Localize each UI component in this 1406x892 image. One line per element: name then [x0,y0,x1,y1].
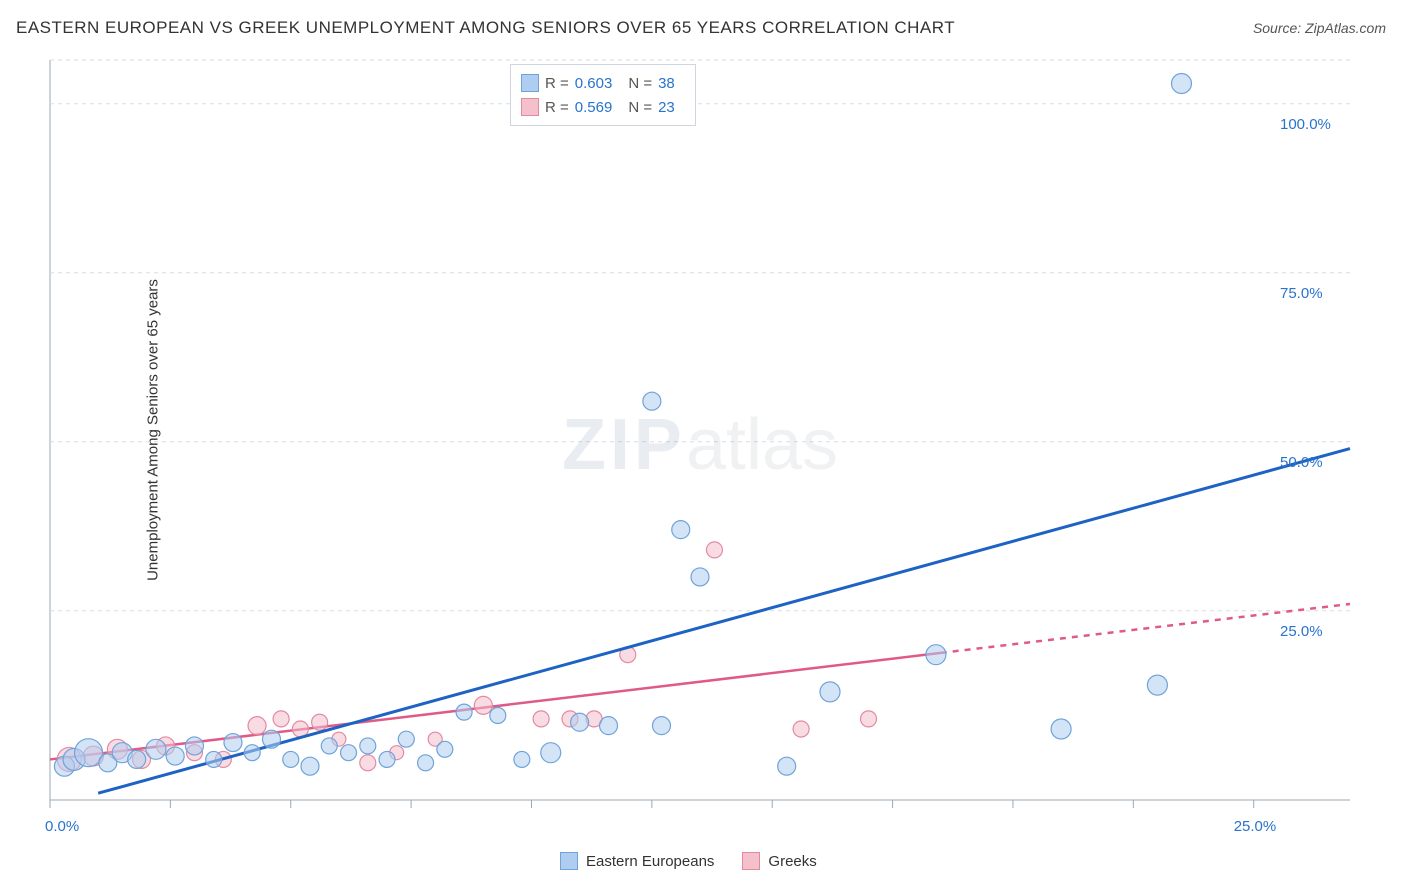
legend-swatch-blue [521,74,539,92]
data-point-blue [571,713,589,731]
data-point-pink [793,721,809,737]
data-point-blue [146,739,166,759]
data-point-blue [301,757,319,775]
n-value-pink: 23 [658,99,675,116]
data-point-blue [379,751,395,767]
legend-series: Eastern Europeans Greeks [560,852,817,870]
data-point-blue [360,738,376,754]
trend-line-pink [50,653,941,760]
legend-correlation-row-blue: R = 0.603 N = 38 [521,71,685,95]
x-origin-label: 0.0% [45,818,79,835]
data-point-blue [398,731,414,747]
data-point-blue [1051,719,1071,739]
data-point-blue [1147,675,1167,695]
data-point-blue [185,737,203,755]
data-point-pink [360,755,376,771]
data-point-blue [283,751,299,767]
data-point-blue [643,392,661,410]
data-point-blue [926,645,946,665]
data-point-blue [691,568,709,586]
data-point-blue [418,755,434,771]
legend-label-greeks: Greeks [768,853,816,870]
legend-item-greeks: Greeks [742,852,816,870]
source-label: Source: ZipAtlas.com [1253,20,1386,36]
x-end-label: 25.0% [1234,818,1277,835]
r-label: R = [545,75,569,92]
data-point-blue [437,741,453,757]
data-point-blue [206,751,222,767]
chart-title: EASTERN EUROPEAN VS GREEK UNEMPLOYMENT A… [16,18,955,38]
data-point-pink [706,542,722,558]
data-point-pink [861,711,877,727]
data-point-blue [456,704,472,720]
trend-line-blue [98,449,1350,794]
data-point-blue [652,717,670,735]
plot-area: ZIPatlas R = 0.603 N = 38 R = 0.569 N = … [50,60,1350,830]
n-value-blue: 38 [658,75,675,92]
legend-label-eastern-europeans: Eastern Europeans [586,853,714,870]
data-point-blue [128,750,146,768]
data-point-blue [672,521,690,539]
data-point-pink [474,696,492,714]
y-tick-label: 75.0% [1280,285,1323,302]
data-point-pink [248,717,266,735]
y-tick-label: 25.0% [1280,623,1323,640]
legend-swatch-pink [742,852,760,870]
data-point-blue [341,745,357,761]
data-point-blue [244,745,260,761]
r-label: R = [545,99,569,116]
legend-swatch-blue [560,852,578,870]
legend-item-eastern-europeans: Eastern Europeans [560,852,714,870]
legend-correlation: R = 0.603 N = 38 R = 0.569 N = 23 [510,64,696,126]
data-point-pink [273,711,289,727]
y-tick-label: 50.0% [1280,454,1323,471]
n-label: N = [628,75,652,92]
legend-correlation-row-pink: R = 0.569 N = 23 [521,95,685,119]
data-point-blue [600,717,618,735]
data-point-pink [312,714,328,730]
data-point-blue [514,751,530,767]
data-point-blue [490,708,506,724]
r-value-pink: 0.569 [575,99,613,116]
data-point-blue [262,730,280,748]
data-point-blue [321,738,337,754]
data-point-blue [778,757,796,775]
chart-svg [50,60,1350,830]
data-point-pink [533,711,549,727]
data-point-blue [541,743,561,763]
data-point-blue [224,734,242,752]
data-point-blue [1171,74,1191,94]
data-point-blue [820,682,840,702]
y-tick-label: 100.0% [1280,116,1331,133]
r-value-blue: 0.603 [575,75,613,92]
legend-swatch-pink [521,98,539,116]
data-point-blue [166,747,184,765]
n-label: N = [628,99,652,116]
